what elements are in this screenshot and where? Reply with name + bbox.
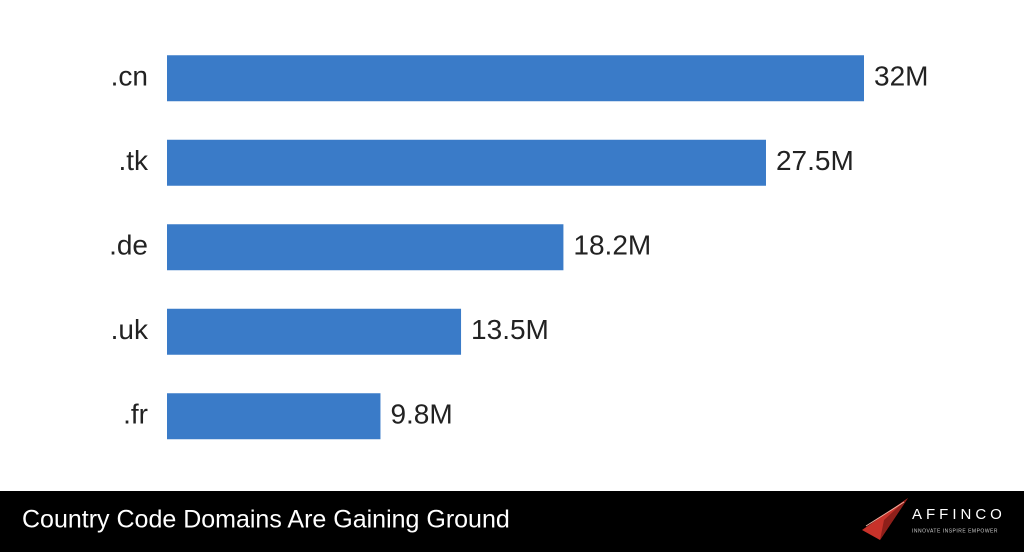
- bar: [167, 139, 766, 186]
- logo-name: AFFINCO: [912, 506, 1006, 523]
- logo-tagline: INNOVATE INSPIRE EMPOWER: [912, 528, 998, 534]
- y-tick-label: .de: [109, 230, 148, 261]
- bar: [167, 393, 381, 440]
- chart-title: Country Code Domains Are Gaining Ground: [22, 506, 510, 534]
- bar: [167, 308, 462, 355]
- caption-bar: [0, 491, 1024, 552]
- logo-icon: [862, 498, 908, 540]
- value-label: 18.2M: [573, 230, 651, 261]
- value-label: 27.5M: [776, 145, 854, 176]
- y-tick-label: .fr: [123, 399, 148, 430]
- y-tick-label: .uk: [111, 314, 149, 345]
- bar: [167, 55, 864, 102]
- y-tick-label: .tk: [118, 145, 149, 176]
- bar: [167, 224, 564, 271]
- value-label: 13.5M: [471, 314, 549, 345]
- y-tick-label: .cn: [111, 61, 148, 92]
- value-label: 32M: [874, 61, 928, 92]
- value-label: 9.8M: [390, 399, 452, 430]
